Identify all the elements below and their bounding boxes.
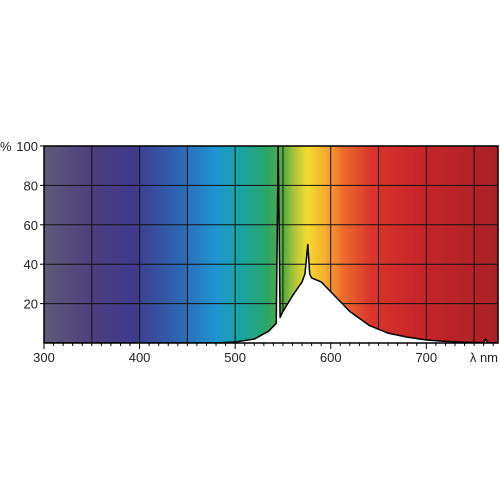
y-tick-label: 40 (24, 257, 38, 272)
x-tick-label: 600 (320, 350, 342, 365)
plot-frame (43, 145, 499, 344)
y-tick-label: 80 (24, 178, 38, 193)
y-tick-label: 100 (16, 139, 38, 154)
y-axis-label: % (0, 139, 12, 154)
series-0-line (44, 146, 498, 343)
x-tick-label: 500 (224, 350, 246, 365)
y-tick-label: 60 (24, 218, 38, 233)
x-tick-label: 400 (129, 350, 151, 365)
spectrum-background (44, 146, 498, 343)
axes: 20 40 60 80 100 300 400 500 600 700 (16, 139, 494, 365)
series-layer (44, 146, 498, 343)
x-tick-label: 700 (415, 350, 437, 365)
x-tick-label: 300 (33, 350, 55, 365)
x-axis-label: λ nm (470, 350, 498, 365)
y-tick-label: 20 (24, 297, 38, 312)
